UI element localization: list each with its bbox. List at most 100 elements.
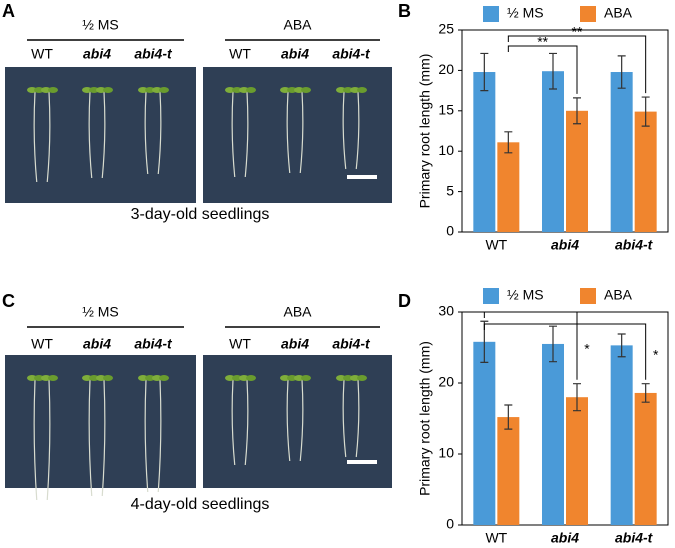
seedling-root [101,379,106,497]
seedling-leaf [336,87,346,93]
y-tick-label: 15 [438,102,454,118]
seedling-leaf [350,87,360,93]
error-bar [641,96,650,127]
y-tick-label: 25 [438,21,454,37]
significance: ** [572,24,583,40]
panel-letter: A [2,1,15,21]
legend-swatch [580,288,596,304]
y-axis-label: Primary root length (mm) [417,54,433,209]
seedling-root [342,91,347,170]
seedling-leaf [41,87,51,93]
panel-letter: C [2,291,15,311]
panel-letter: D [398,291,411,311]
bracket [507,45,578,94]
x-tick-label: WT [485,530,507,546]
seedling-root [244,379,249,466]
y-axis-label: Primary root length (mm) [417,341,433,496]
error-bar [573,97,581,125]
error-bar [480,52,489,92]
error-bar [641,383,650,403]
genotype-label: WT [31,336,53,352]
x-tick-label: WT [485,237,507,253]
bar [497,142,520,232]
genotype-label: abi4-t [134,336,173,352]
bar [634,111,657,232]
seedling-leaf [239,375,249,381]
bracket [483,323,647,380]
y-tick-label: 10 [438,445,454,461]
seedling-leaf [34,375,44,381]
seedling-root [231,379,236,466]
group-label: ABA [283,17,312,33]
error-bar [573,383,581,412]
seedling-leaf [280,87,290,93]
seedling-leaf [294,375,304,381]
seedling-root [157,91,162,175]
seedling-root [342,379,347,458]
seedling-root [299,91,304,174]
y-tick-label: 0 [446,516,454,532]
significance: * [584,341,590,357]
y-tick-label: 5 [446,182,454,198]
seedling-root [88,379,93,497]
seedling-leaf [246,87,256,93]
group-label: ABA [283,304,312,320]
panel-letter: B [398,1,411,21]
bar [610,72,633,233]
y-tick-label: 30 [438,303,454,319]
photo [203,355,392,488]
seedling-leaf [82,87,92,93]
genotype-label: abi4-t [134,46,173,62]
seedling-leaf [225,87,235,93]
error-bar [504,404,513,430]
legend-label: ABA [604,287,633,303]
genotype-label: abi4 [83,46,111,62]
error-bar [504,131,513,154]
genotype-label: abi4 [281,46,309,62]
seedling-leaf [287,87,297,93]
x-tick-label: abi4-t [615,237,654,253]
seedling-root [144,379,149,493]
seedling-root [144,91,149,175]
y-tick-label: 20 [438,374,454,390]
genotype-label: abi4 [83,336,111,352]
seedling-root [88,91,93,179]
seedling-leaf [301,87,311,93]
seedling-leaf [82,375,92,381]
bar [566,110,588,232]
legend-swatch [483,6,499,22]
bar [497,417,520,525]
error-bar [549,52,557,90]
bracket [507,35,647,94]
seedling-root [46,91,51,183]
seedling-root [33,379,38,501]
genotype-label: abi4 [281,336,309,352]
seedling-root [101,91,106,179]
seedling-leaf [294,87,304,93]
bar [473,72,496,233]
y-tick-label: 20 [438,61,454,77]
seedling-leaf [89,375,99,381]
seedling-root [157,379,162,493]
seedling-leaf [103,87,113,93]
seedling-leaf [357,375,367,381]
seedling-leaf [343,375,353,381]
seedling-leaf [301,375,311,381]
seedling-leaf [246,375,256,381]
seedling-root [286,379,291,462]
seedling-leaf [357,87,367,93]
error-bar [549,325,557,363]
significance: * [653,347,659,363]
seedling-root [231,91,236,178]
legend-swatch [580,6,596,22]
legend-label: ABA [604,5,633,21]
x-tick-label: abi4 [551,530,579,546]
legend-swatch [483,288,499,304]
group-label: ½ MS [82,304,119,320]
caption: 3-day-old seedlings [131,206,270,223]
legend-label: ½ MS [507,287,544,303]
seedling-root [355,91,360,170]
plot-frame [461,29,669,233]
seedling-leaf [232,87,242,93]
